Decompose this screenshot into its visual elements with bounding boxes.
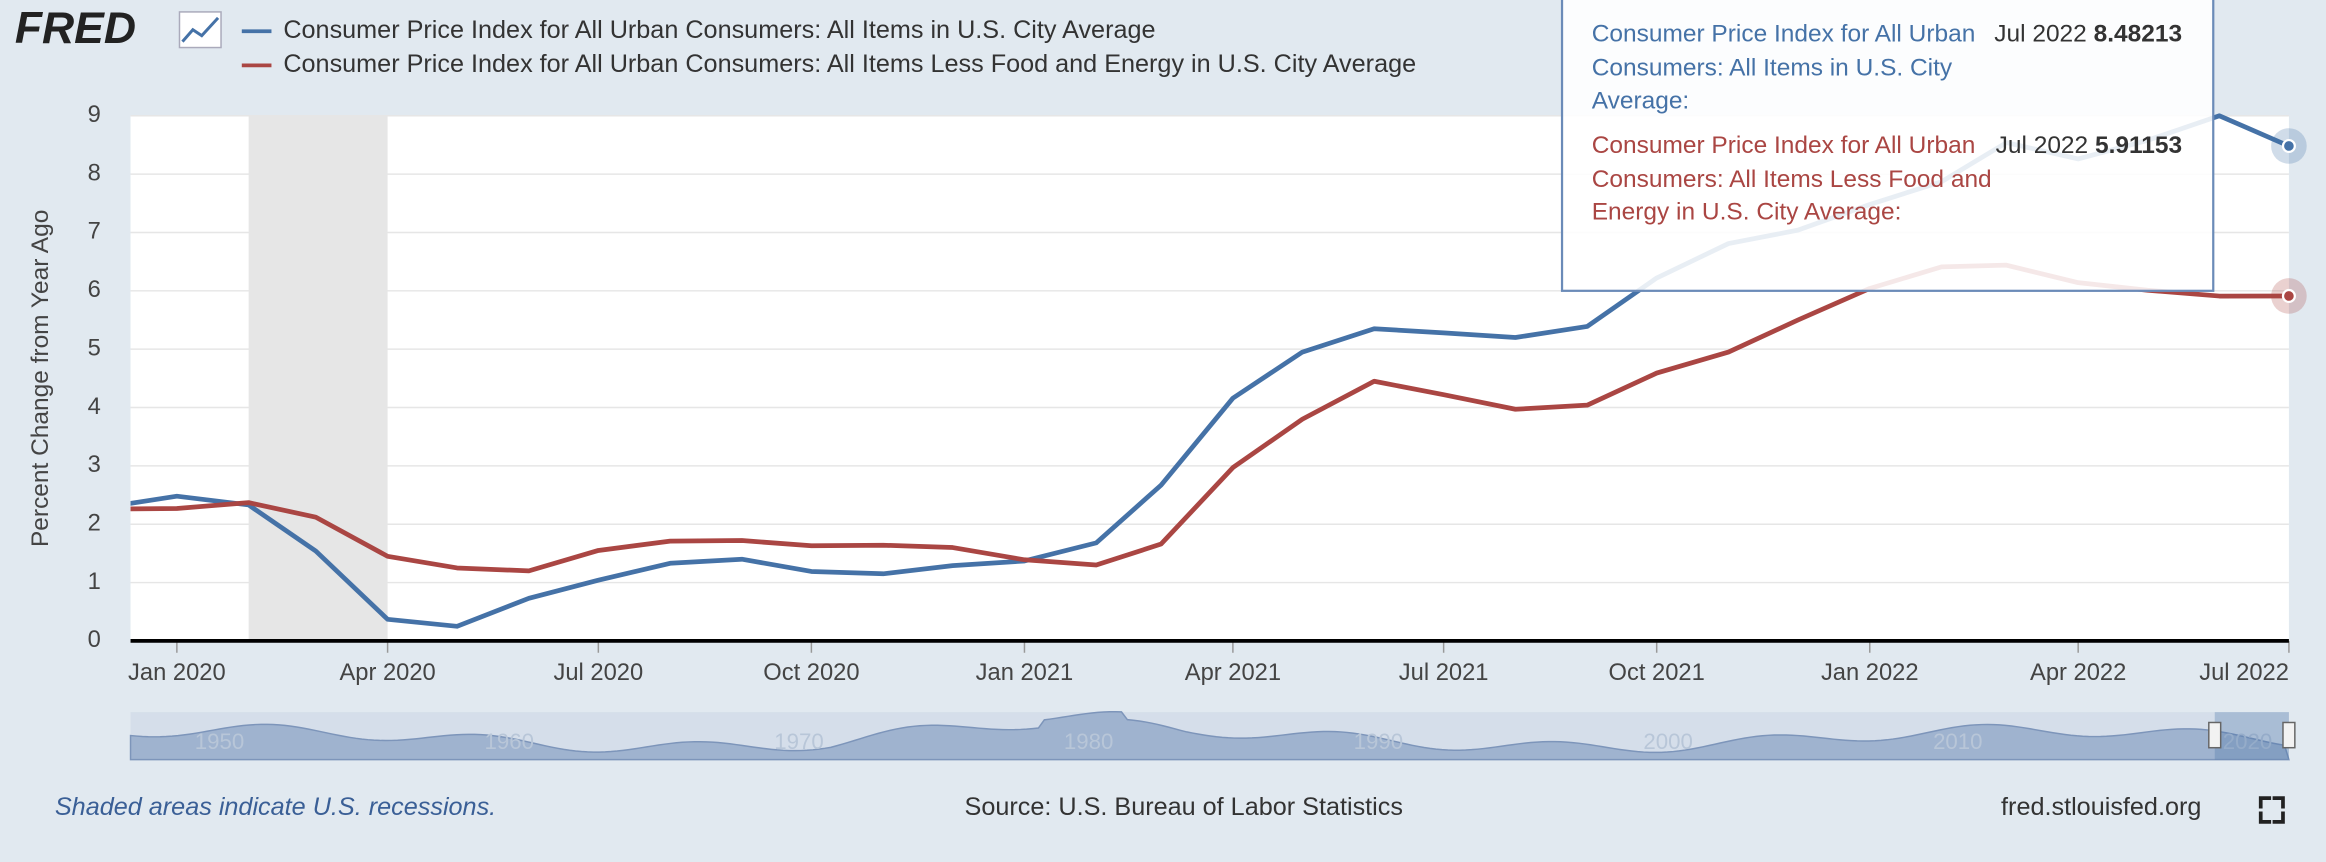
navigator-label: 1970	[774, 729, 824, 754]
tooltip-value: 8.48213	[2093, 20, 2183, 48]
x-tick-label: Jul 2020	[553, 660, 643, 686]
navigator-label: 1950	[195, 729, 245, 754]
y-tick-label: 4	[88, 394, 101, 420]
hover-point	[2281, 288, 2296, 304]
x-tick-label: Apr 2020	[339, 660, 435, 686]
y-tick-label: 0	[88, 627, 101, 653]
fullscreen-icon[interactable]	[2258, 796, 2285, 824]
tooltip-date: Jul 2022	[1995, 132, 2089, 159]
navigator-label: 1960	[485, 729, 534, 754]
navigator-selection	[2214, 712, 2289, 760]
hover-point	[2281, 138, 2296, 154]
navigator-label: 2020	[2223, 729, 2273, 754]
logo-icon-line	[181, 16, 220, 43]
x-tick-label: Jan 2021	[976, 660, 1074, 686]
x-tick-label: Jul 2022	[2199, 660, 2289, 686]
x-tick-label: Oct 2020	[763, 660, 859, 686]
recession-band	[248, 115, 388, 641]
x-tick-label: Jan 2020	[128, 660, 226, 686]
navigator-area	[129, 710, 2290, 761]
tooltip-date: Jul 2022	[1994, 20, 2087, 48]
tooltip-box	[1560, 0, 2215, 292]
x-tick-label: Jul 2021	[1399, 660, 1489, 686]
navigator-label: 2010	[1933, 729, 1983, 754]
tooltip-label: Consumer Price Index for All Urban Consu…	[1591, 132, 1992, 226]
navigator-label: 1980	[1064, 729, 1114, 754]
navigator-label: 2000	[1643, 729, 1693, 754]
site: fred.stlouisfed.org	[2001, 793, 2201, 821]
tooltip-entry: Consumer Price Index for All Urban Consu…	[1591, 20, 2183, 115]
y-tick-label: 9	[88, 102, 101, 128]
y-tick-label: 2	[88, 510, 101, 536]
tooltip-entry: Consumer Price Index for All Urban Consu…	[1591, 132, 2183, 226]
tooltip-value: 5.91153	[2094, 132, 2183, 159]
x-tick-label: Apr 2022	[2030, 660, 2126, 686]
y-tick-label: 3	[88, 452, 101, 478]
y-tick-label: 5	[88, 335, 101, 361]
y-tick-label: 1	[88, 569, 101, 595]
tooltip-label: Consumer Price Index for All Urban Consu…	[1591, 20, 1976, 115]
navigator-handle[interactable]	[2208, 721, 2222, 749]
source: Source: U.S. Bureau of Labor Statistics	[965, 793, 1403, 821]
logo: FRED	[15, 4, 136, 53]
y-tick-label: 6	[88, 277, 101, 303]
recession-note: Shaded areas indicate U.S. recessions.	[55, 793, 496, 821]
y-tick-label: 7	[88, 219, 101, 245]
x-tick-label: Apr 2021	[1185, 660, 1281, 686]
navigator-handle[interactable]	[2282, 721, 2296, 749]
x-tick-label: Jan 2022	[1821, 660, 1919, 686]
legend-label: Consumer Price Index for All Urban Consu…	[283, 50, 1416, 78]
y-axis-label: Percent Change from Year Ago	[27, 210, 54, 547]
logo-icon	[178, 11, 222, 49]
x-tick-label: Oct 2021	[1609, 660, 1705, 686]
y-tick-label: 8	[88, 160, 101, 186]
legend-label: Consumer Price Index for All Urban Consu…	[283, 16, 1155, 44]
navigator-label: 1990	[1354, 729, 1404, 754]
